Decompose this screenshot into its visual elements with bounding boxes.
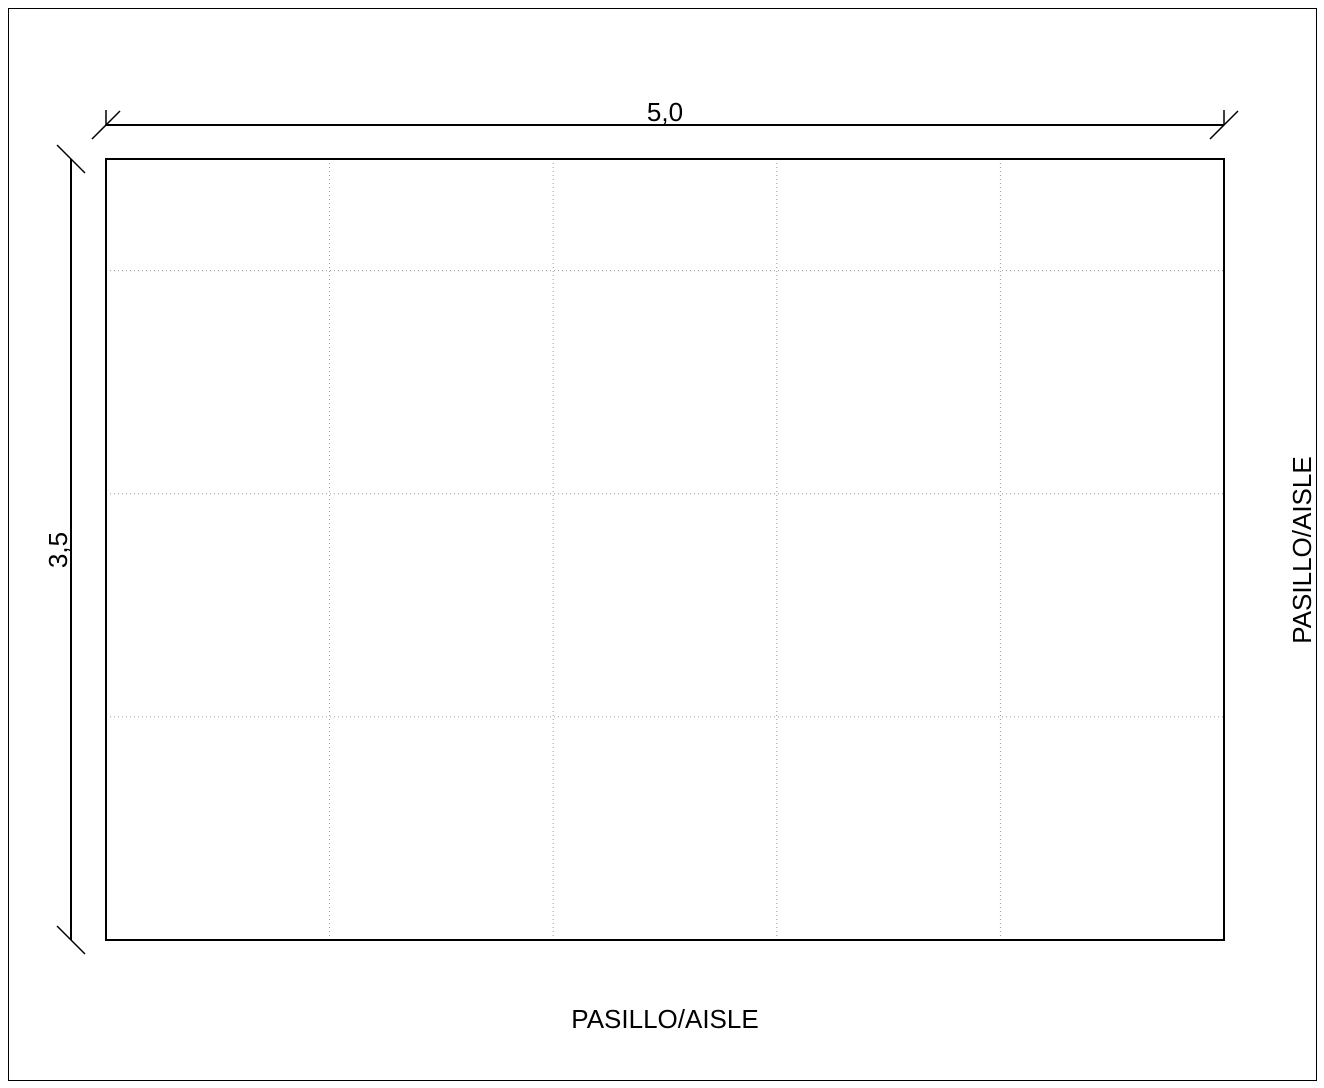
depth-dimension-label: 3,5: [43, 532, 73, 568]
sheet-frame: [8, 8, 1317, 1081]
aisle-label-right: PASILLO/AISLE: [1287, 456, 1317, 643]
width-tick-right: [1209, 110, 1239, 140]
depth-tick-top: [56, 144, 86, 174]
width-tick-left: [91, 110, 121, 140]
width-dimension-label: 5,0: [647, 97, 683, 127]
depth-dimension: 3,5: [43, 144, 86, 955]
booth-outline: [105, 158, 1225, 941]
depth-tick-bottom: [56, 925, 86, 955]
width-dimension: 5,0: [91, 97, 1239, 140]
module-grid: [106, 159, 1224, 940]
aisle-label-bottom: PASILLO/AISLE: [571, 1004, 758, 1034]
